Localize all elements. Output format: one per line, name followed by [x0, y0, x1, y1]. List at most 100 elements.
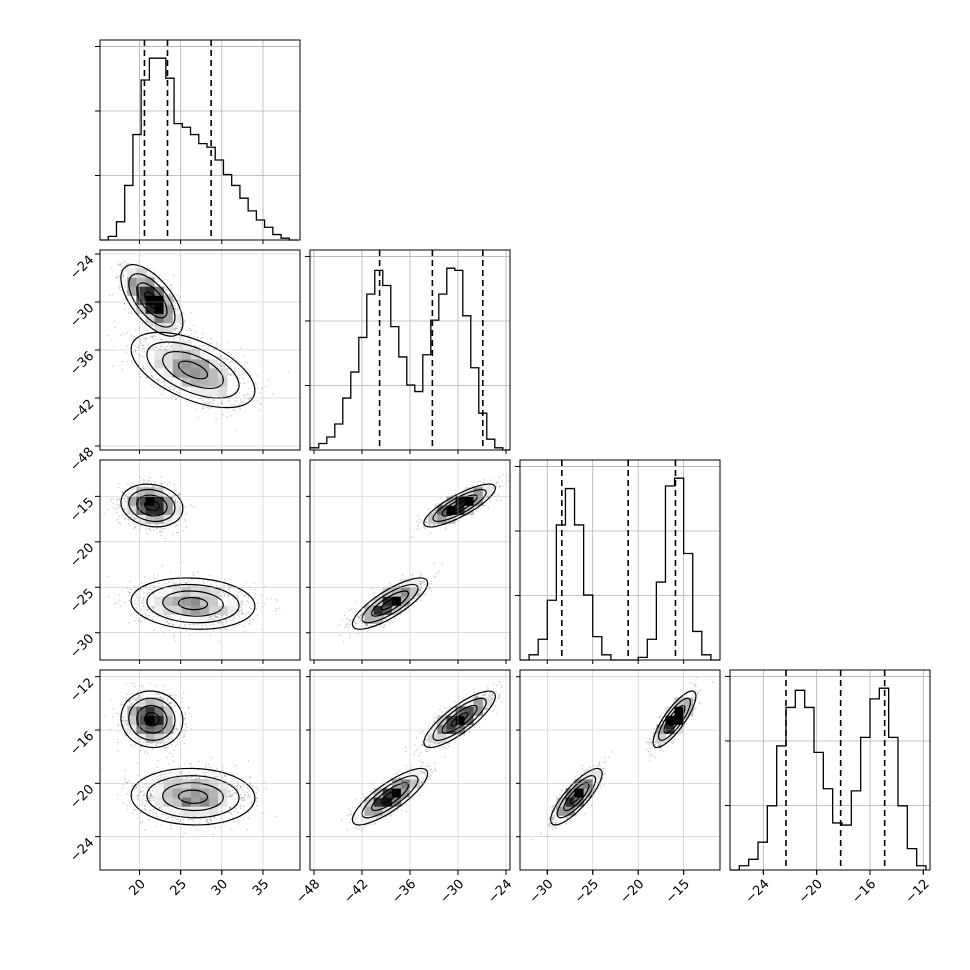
scatter-point: [156, 338, 158, 341]
scatter-point: [181, 336, 183, 338]
scatter-point: [244, 361, 246, 364]
scatter-point: [131, 359, 133, 362]
scatter-point: [118, 288, 121, 290]
scatter-point: [194, 408, 196, 411]
scatter-point: [174, 525, 177, 528]
scatter-point: [233, 404, 236, 406]
scatter-point: [190, 503, 192, 506]
scatter-point: [131, 361, 133, 364]
scatter-point: [156, 527, 158, 530]
scatter-point: [149, 348, 151, 350]
scatter-point: [124, 508, 127, 510]
density-cell: [172, 350, 183, 360]
density-cell: [136, 277, 146, 287]
scatter-point: [157, 380, 159, 382]
scatter-point: [215, 418, 217, 420]
scatter-point: [238, 392, 241, 394]
scatter-point: [169, 348, 171, 350]
scatter-point: [208, 342, 211, 345]
scatter-point: [174, 329, 176, 332]
scatter-point: [226, 359, 229, 361]
histogram-bars: [100, 57, 298, 241]
scatter-point: [239, 382, 242, 385]
scatter-point: [206, 406, 208, 409]
scatter-point: [143, 348, 145, 350]
scatter-point: [219, 357, 222, 359]
histogram-bars: [309, 267, 510, 451]
scatter-point: [151, 485, 154, 487]
scatter-point: [161, 484, 163, 486]
scatter-point: [190, 312, 193, 314]
scatter-point: [214, 399, 216, 401]
scatter-point: [125, 291, 127, 293]
density-cell: [154, 322, 164, 333]
scatter-point: [185, 513, 187, 515]
density-cell: [154, 359, 164, 369]
scatter-point: [161, 338, 163, 341]
scatter-point: [202, 406, 204, 408]
scatter-point: [125, 517, 127, 519]
scatter-point: [143, 479, 145, 481]
panel-background: [520, 460, 720, 660]
scatter-point: [164, 383, 166, 385]
scatter-point: [220, 365, 222, 368]
scatter-point: [123, 260, 125, 262]
scatter-point: [154, 335, 157, 337]
scatter-point: [209, 401, 212, 403]
scatter-point: [215, 343, 218, 345]
density-cell: [200, 359, 210, 369]
scatter-point: [242, 356, 245, 358]
scatter-point: [159, 346, 161, 348]
density-cell: [200, 386, 210, 396]
scatter-point: [114, 277, 117, 279]
scatter-point: [116, 503, 118, 506]
scatter-point: [130, 312, 132, 314]
scatter-point: [177, 325, 179, 327]
scatter-point: [157, 523, 159, 526]
scatter-point: [232, 408, 235, 411]
panel-background: [730, 670, 930, 870]
scatter-point: [186, 329, 188, 332]
scatter-point: [259, 403, 261, 405]
scatter-point: [127, 518, 129, 520]
scatter-point: [174, 500, 176, 502]
scatter-point: [151, 376, 153, 378]
scatter-point: [134, 526, 136, 529]
panel-frame: [729, 669, 931, 871]
scatter-point: [107, 508, 109, 510]
density-cell: [145, 313, 155, 323]
scatter-point: [166, 289, 168, 291]
scatter-point: [203, 344, 206, 347]
scatter-point: [254, 382, 256, 384]
scatter-point: [208, 402, 210, 404]
scatter-point: [151, 374, 153, 377]
scatter-point: [160, 528, 163, 530]
density-cell: [190, 386, 201, 396]
scatter-point: [176, 531, 178, 534]
contour-level-2: [128, 273, 176, 328]
scatter-point: [187, 334, 190, 336]
scatter-point: [160, 338, 162, 340]
scatter-point: [151, 346, 154, 349]
density-cell: [154, 368, 164, 378]
scatter-point: [144, 337, 146, 340]
scatter-point: [177, 308, 179, 310]
scatter-point: [124, 308, 126, 311]
scatter-point: [120, 269, 122, 272]
scatter-point: [171, 395, 174, 397]
scatter-point: [173, 337, 175, 339]
scatter-point: [128, 519, 131, 521]
scatter-point: [120, 266, 122, 268]
density-cell: [181, 359, 192, 369]
scatter-point: [247, 381, 249, 383]
scatter-point: [242, 377, 244, 380]
scatter-point: [226, 416, 228, 418]
scatter-point: [103, 513, 106, 515]
scatter-point: [179, 502, 181, 504]
scatter-point: [124, 494, 126, 496]
hist-panel-3: [725, 669, 931, 871]
scatter-point: [265, 385, 267, 388]
scatter-point: [211, 342, 213, 344]
scatter-point: [175, 308, 177, 310]
